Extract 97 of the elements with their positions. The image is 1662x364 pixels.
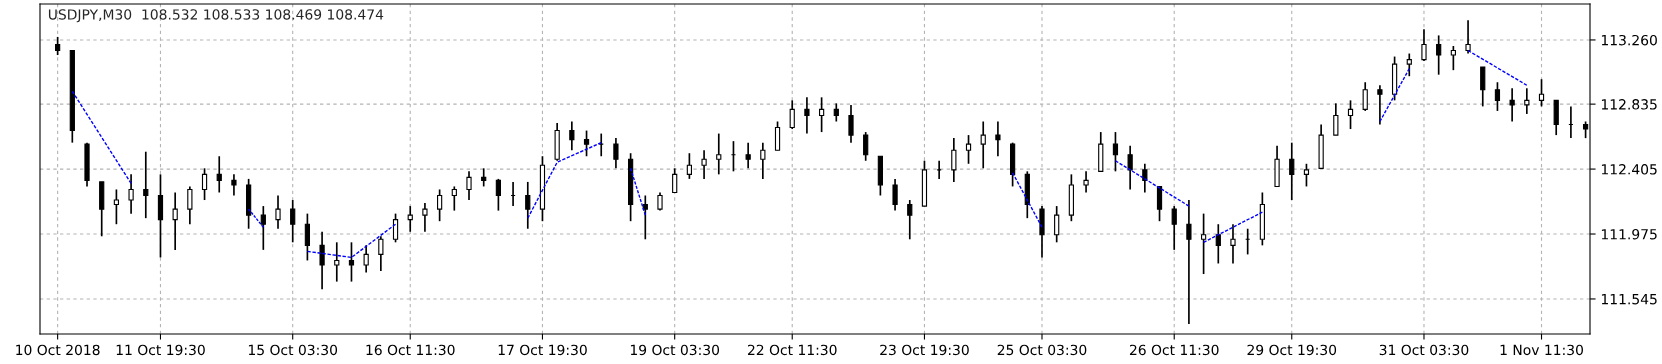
candlestick [1480,66,1486,108]
candlestick [231,173,237,197]
candlestick [804,96,810,135]
y-tick-label: 111.545 [1601,294,1657,305]
candlestick [1406,52,1412,78]
candlestick [1509,87,1515,123]
candlestick [672,167,678,194]
candlestick [1200,212,1207,275]
candlestick [1524,87,1530,115]
candlestick [201,167,208,201]
candlestick [422,202,428,233]
candlestick [1289,141,1295,201]
candlestick [1127,144,1133,191]
candlestick [407,205,413,233]
candlestick [143,150,149,219]
candlestick [657,191,663,212]
candlestick [128,173,134,215]
candlestick [260,205,266,251]
x-tick-label: 31 Oct 03:30 [1379,344,1469,356]
candlestick [348,241,355,283]
candlestick [1465,19,1471,55]
y-tick-label: 111.975 [1601,228,1657,240]
chart-title: USDJPY,M30 108.532 108.533 108.469 108.474 [48,9,384,23]
candlestick [1450,45,1456,71]
candlestick [275,194,281,230]
candlestick [774,120,781,152]
candlestick [1054,205,1060,244]
x-tick-label: 26 Oct 11:30 [1129,344,1219,356]
candlestick [1494,81,1501,112]
x-tick-label: 25 Oct 03:30 [997,344,1087,356]
candlestick [290,199,296,244]
candlestick [1303,162,1310,188]
candlestick [392,212,399,244]
x-tick-label: 17 Oct 19:30 [498,344,587,356]
candlestick [334,241,340,283]
candlestick [495,178,502,212]
candlestick [1421,28,1427,62]
x-tick-label: 29 Oct 19:30 [1247,344,1337,356]
y-tick-label: 112.835 [1601,99,1657,110]
candlestick [892,178,898,212]
candlestick [951,137,957,183]
candlestick [1347,99,1354,130]
candlestick [701,149,707,180]
candlestick [113,188,120,226]
x-tick-label: 16 Oct 11:30 [366,344,455,356]
x-tick-label: 1 Nov 11:30 [1500,344,1583,356]
candlestick [569,120,575,152]
candlestick [716,132,722,176]
candlestick [1333,102,1339,136]
candlestick [1538,78,1545,108]
candlestick [55,36,61,56]
candlestick [319,230,325,290]
candlestick [187,185,193,226]
candlestick [172,191,178,251]
candlestick [1377,84,1383,126]
candlestick [216,155,222,194]
candlestick [378,235,384,272]
candlestick [1436,34,1442,76]
candlestick [451,185,457,212]
candlestick [1112,131,1119,173]
candlestick [1215,223,1221,265]
x-tick-label: 22 Oct 11:30 [747,344,837,356]
candlestick [1142,162,1148,194]
candlestick [833,102,839,123]
x-tick-label: 10 Oct 2018 [16,344,100,356]
candlestick [760,141,766,180]
candlestick [437,188,443,223]
candlestick [1230,223,1236,265]
candlestick [863,131,869,162]
candlestick [965,134,972,165]
candlestick [818,96,825,133]
candlestick [481,167,487,188]
candlestick [642,194,648,241]
candlestick [1171,205,1177,251]
candlestick [848,104,854,144]
candlestick [1083,170,1089,194]
candlestick [907,199,913,241]
x-tick-label: 19 Oct 03:30 [630,344,720,356]
x-tick-label: 11 Oct 19:30 [116,344,205,356]
candlestick [525,181,531,230]
candlestick [466,170,472,201]
candlestick [1362,81,1368,112]
candlestick [613,137,619,170]
candlestick [995,120,1001,158]
candlestick [1186,199,1192,325]
candlestick [304,212,311,262]
candlestick [789,99,795,130]
candlestick [686,152,692,180]
candlestick [583,129,590,158]
candlestick [980,120,986,170]
y-tick-label: 113.260 [1601,34,1657,46]
y-tick-label: 112.405 [1601,164,1657,175]
candlestick [1156,185,1163,223]
candlestick [745,141,751,170]
x-tick-label: 15 Oct 03:30 [248,344,338,356]
x-tick-label: 23 Oct 19:30 [880,344,969,356]
candlestick [363,244,369,274]
